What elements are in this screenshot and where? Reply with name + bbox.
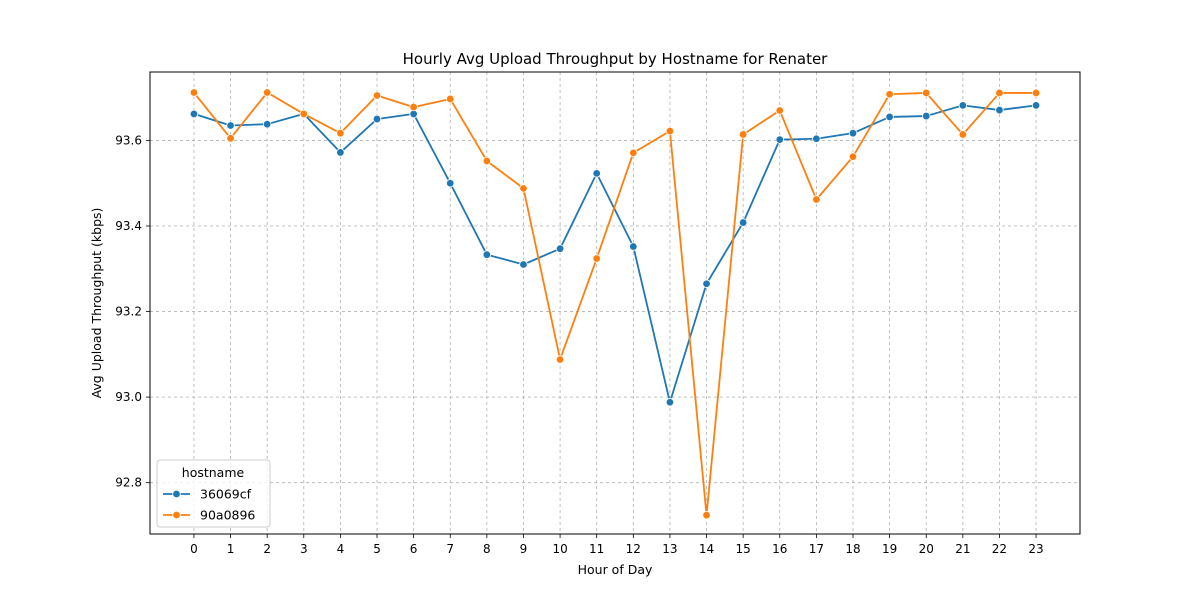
legend-label: 36069cf: [200, 487, 252, 502]
x-tick-label: 5: [373, 542, 381, 556]
data-point: [812, 134, 821, 143]
x-tick-label: 4: [337, 542, 345, 556]
data-point: [629, 242, 638, 251]
x-tick-label: 1: [227, 542, 235, 556]
data-point: [958, 130, 968, 139]
x-tick-label: 19: [882, 542, 897, 556]
data-point: [1031, 101, 1041, 110]
grid: [150, 72, 1080, 534]
legend-label: 90a0896: [200, 508, 255, 523]
data-point: [665, 126, 675, 136]
data-point: [482, 156, 492, 166]
data-point: [372, 91, 382, 100]
data-point: [995, 105, 1004, 115]
data-point: [336, 128, 345, 138]
series-layer: [189, 88, 1041, 520]
data-point: [702, 279, 711, 288]
legend-entries: 36069cf 90a0896: [163, 487, 255, 523]
y-tick-label: 92.8: [115, 476, 142, 490]
data-point: [299, 109, 308, 119]
x-axis-label: Hour of Day: [578, 562, 653, 577]
data-point: [555, 244, 565, 253]
x-tick-label: 17: [809, 542, 824, 556]
plot-area-frame: [149, 71, 1081, 535]
data-point: [848, 128, 858, 138]
x-tick-label: 21: [955, 542, 970, 556]
data-point: [262, 119, 272, 129]
data-point: [262, 88, 272, 97]
x-tick-label: 8: [483, 542, 491, 556]
series-line: [193, 91, 1037, 517]
data-point: [226, 121, 235, 130]
x-tick-label: 9: [520, 542, 528, 556]
data-point: [189, 88, 199, 97]
data-point: [592, 254, 601, 263]
x-tick-label: 15: [736, 542, 751, 556]
data-point: [226, 134, 235, 143]
x-tick-label: 7: [446, 542, 454, 556]
data-point: [592, 169, 601, 178]
x-tick-label: 20: [919, 542, 934, 556]
data-point: [409, 102, 418, 112]
y-tick-label: 93.2: [115, 305, 142, 319]
data-point: [958, 101, 968, 110]
x-tick-label: 23: [1028, 542, 1043, 556]
y-tick-label: 93.4: [115, 219, 142, 233]
data-point: [848, 152, 858, 161]
legend-marker: [172, 489, 181, 499]
x-tick-label: 16: [772, 542, 787, 556]
legend-marker: [172, 510, 181, 520]
x-tick-label: 14: [699, 542, 714, 556]
data-point: [1031, 88, 1041, 98]
series-36069cf: [189, 101, 1041, 407]
legend-entry: 36069cf: [163, 487, 252, 502]
x-tick-label: 0: [190, 542, 198, 556]
y-tick-label: 93.6: [115, 133, 142, 147]
data-point: [812, 195, 821, 204]
x-tick-label: 2: [263, 542, 271, 556]
data-point: [555, 355, 565, 364]
x-tick-label: 22: [992, 542, 1007, 556]
legend: hostname 36069cf 90a0896: [156, 459, 271, 528]
x-axis: 0 1 2 3 4 5 6 7 8 9 10 11 12 13 14 15 16 17 18 19 20 21 22 23: [190, 534, 1044, 556]
data-point: [446, 94, 455, 104]
legend-title: hostname: [182, 465, 245, 480]
data-point: [482, 250, 492, 259]
data-point: [738, 218, 748, 227]
data-point: [336, 148, 345, 157]
data-point: [702, 510, 711, 520]
x-tick-label: 13: [662, 542, 677, 556]
x-tick-label: 12: [626, 542, 641, 556]
data-point: [885, 90, 894, 99]
x-tick-label: 6: [410, 542, 418, 556]
y-axis-label: Avg Upload Throughput (kbps): [89, 208, 104, 399]
data-point: [922, 88, 931, 98]
data-point: [922, 111, 931, 121]
legend-entry: 90a0896: [163, 508, 255, 523]
x-tick-label: 18: [845, 542, 860, 556]
x-tick-label: 3: [300, 542, 308, 556]
data-point: [738, 130, 748, 139]
data-point: [775, 106, 784, 115]
y-axis: 92.8 93.0 93.2 93.4 93.6: [115, 133, 150, 490]
data-point: [665, 398, 675, 407]
data-point: [372, 114, 382, 124]
chart-title: Hourly Avg Upload Throughput by Hostname…: [403, 50, 829, 68]
data-point: [775, 135, 784, 144]
data-point: [189, 109, 199, 119]
x-tick-label: 10: [552, 542, 567, 556]
data-point: [885, 112, 894, 122]
x-tick-label: 11: [589, 542, 604, 556]
data-point: [519, 260, 528, 269]
data-point: [629, 148, 638, 158]
data-point: [519, 184, 528, 193]
series-line: [193, 104, 1037, 404]
series-90a0896: [189, 88, 1041, 520]
legend-box: [156, 459, 271, 528]
data-point: [995, 88, 1004, 98]
y-tick-label: 93.0: [115, 390, 142, 404]
data-point: [446, 179, 455, 188]
